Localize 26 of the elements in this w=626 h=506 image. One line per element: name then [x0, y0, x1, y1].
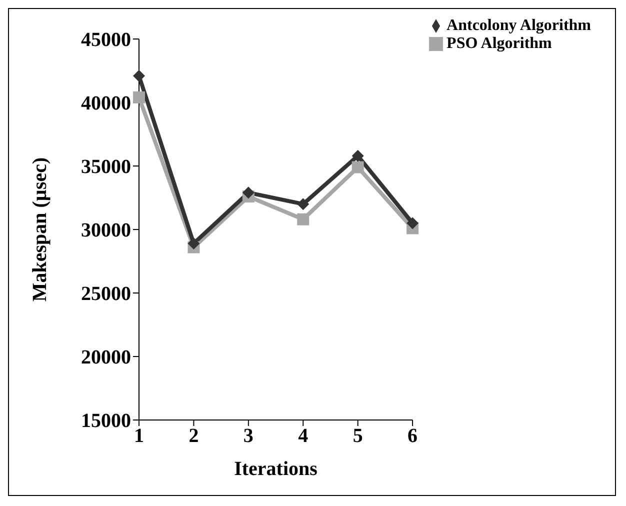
legend-label: Antcolony Algorithm: [446, 17, 591, 34]
x-tick-label: 6: [408, 425, 418, 448]
y-tick-label: 30000: [81, 220, 131, 242]
x-tick-label: 2: [188, 425, 199, 448]
point: [297, 213, 310, 226]
point: [297, 198, 310, 210]
y-tick-label: 35000: [81, 156, 131, 178]
y-tick-label: 20000: [81, 346, 131, 369]
point: [406, 217, 419, 230]
point: [242, 186, 254, 199]
y-tick-label: 25000: [81, 283, 131, 306]
y-tick-label: 45000: [81, 29, 131, 52]
x-tick-label: 1: [134, 425, 144, 448]
point: [352, 161, 364, 174]
point: [133, 91, 145, 104]
y-tick-label: 15000: [81, 410, 131, 432]
point: [133, 70, 145, 82]
y-axis-title: Makespan (µsec): [29, 157, 52, 302]
x-axis-title: Iterations: [234, 458, 318, 480]
x-tick-label: 4: [298, 425, 308, 448]
point: [352, 150, 364, 162]
x-tick-label: 3: [243, 425, 254, 448]
x-tick-label: 5: [352, 425, 363, 448]
y-tick-label: 40000: [81, 92, 131, 115]
legend-label: PSO Algorithm: [446, 35, 552, 52]
point: [188, 237, 200, 250]
